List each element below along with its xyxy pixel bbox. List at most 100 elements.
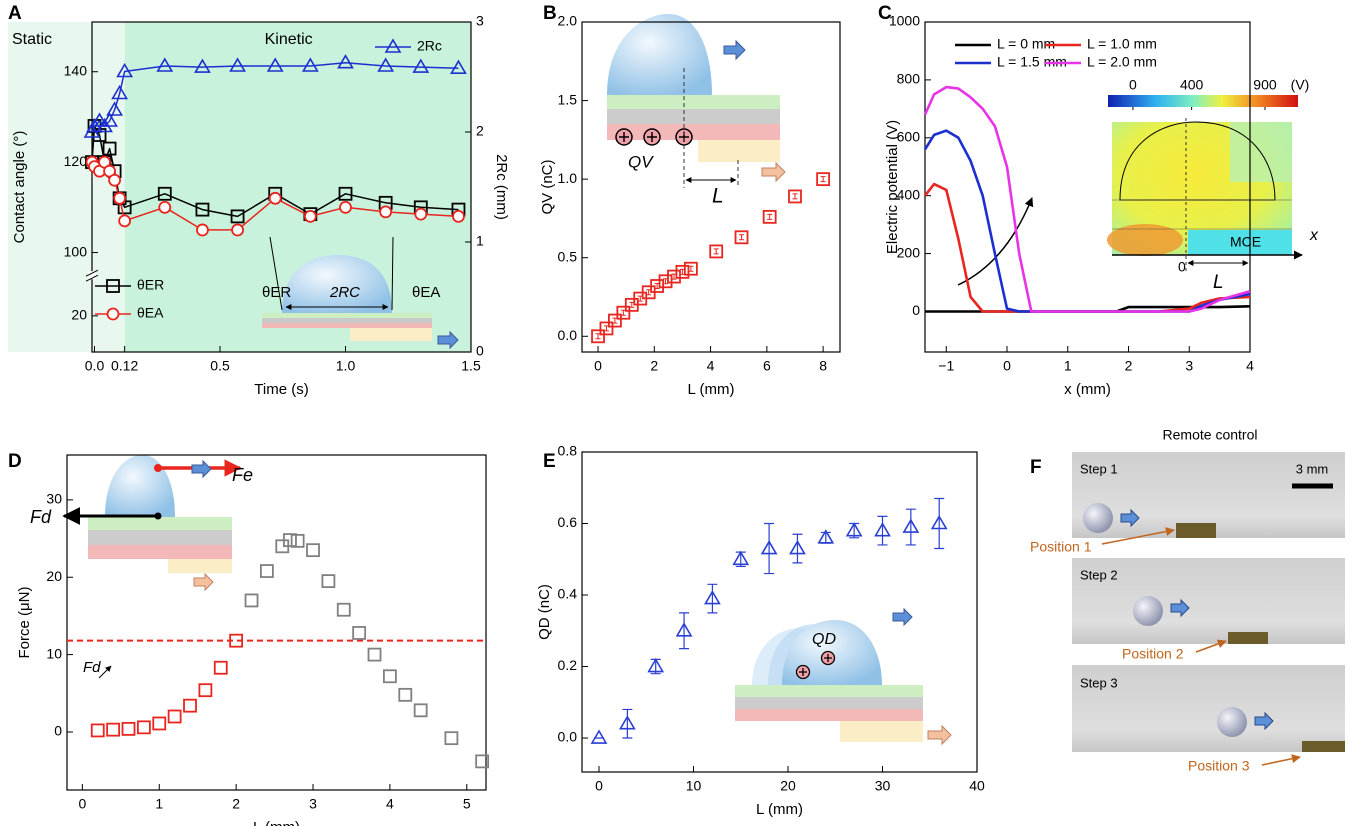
move-arrow (437, 330, 459, 350)
layer (735, 685, 923, 697)
marker-box (683, 261, 698, 276)
y-tick-label: 1.5 (558, 91, 578, 107)
droplet (1083, 503, 1113, 533)
y-tick-label: 120 (64, 153, 88, 169)
y-tick-label: 100 (64, 243, 88, 259)
marker (930, 514, 948, 530)
marker (229, 57, 246, 72)
y2-tick-label: 1 (476, 233, 484, 249)
y-tick-label: 800 (897, 71, 921, 87)
marker (321, 574, 336, 589)
axis-break (85, 269, 99, 282)
inset-d (62, 455, 242, 679)
y-tick-label: 0.2 (558, 657, 578, 673)
scale-label: 3 mm (1296, 461, 1329, 476)
marker (244, 593, 259, 608)
x-tick-label: 30 (875, 778, 891, 794)
heatmap-region (1107, 224, 1183, 256)
annotation: Fd (30, 507, 52, 527)
error-bar (679, 612, 690, 650)
marker (167, 709, 182, 724)
x-tick-label: 6 (763, 358, 771, 374)
marker (352, 626, 367, 640)
plot-frame (581, 451, 978, 773)
x-tick-label: 4 (1246, 358, 1254, 374)
marker (608, 313, 622, 328)
marker (91, 112, 108, 127)
marker (106, 722, 121, 737)
annotation: L (1213, 272, 1224, 293)
move-arrow (191, 459, 212, 479)
x-tick-label: 2 (232, 796, 240, 812)
electrode (1302, 741, 1345, 752)
annotation: QD (812, 631, 836, 648)
marker (301, 57, 319, 72)
marker-errbar (713, 248, 719, 255)
marker (338, 186, 353, 201)
x-tick-label: 0.5 (210, 358, 230, 374)
layer (262, 323, 432, 328)
panel-letter: D (8, 451, 22, 472)
y-tick-label: 0.8 (558, 443, 578, 459)
plot-frame (66, 454, 487, 791)
marker (157, 186, 172, 201)
colorbar-label: 0 (1129, 77, 1137, 93)
legend-label: L = 1.5 mm (997, 54, 1067, 70)
x-tick-label: 0 (595, 778, 603, 794)
y-tick-label: 600 (897, 128, 921, 144)
annotation: 2RC (329, 284, 360, 301)
y-tick-label: 20 (71, 307, 87, 323)
move-arrow (193, 572, 214, 592)
marker-box (658, 274, 673, 289)
charges (795, 650, 836, 680)
marker (337, 54, 354, 69)
move-arrow (761, 161, 786, 183)
y-tick-label: 30 (46, 491, 62, 507)
marker (136, 720, 151, 735)
x-tick-label: 4 (707, 358, 715, 374)
marker (413, 703, 428, 718)
error-bar (707, 583, 718, 614)
error-bar (934, 497, 945, 550)
x-tick-label: 20 (780, 778, 796, 794)
marker (198, 683, 213, 698)
marker (339, 200, 352, 214)
marker-errbar (820, 176, 826, 183)
x-tick-label: 8 (819, 358, 827, 374)
annotation: Fd (83, 659, 101, 676)
legend-label: L = 2.0 mm (1087, 54, 1157, 70)
panel-f: F Remote control Step 1 Step 2 Step 3 3 … (1030, 427, 1345, 774)
marker (675, 622, 693, 637)
panel-letter: B (543, 3, 557, 24)
y-tick-label: 0.4 (558, 586, 578, 602)
marker (367, 647, 382, 662)
x-tick-label: 0.12 (111, 358, 138, 374)
marker (229, 633, 244, 648)
layer (735, 709, 923, 721)
annotation: Fe (232, 465, 253, 485)
marker-box (591, 329, 605, 344)
position-label: Position 3 (1188, 758, 1250, 774)
marker (290, 533, 305, 548)
tangent (269, 236, 283, 311)
legend-label: 2Rc (417, 38, 442, 54)
marker (283, 533, 297, 548)
y-tick-label: 0 (912, 302, 920, 318)
marker-box (599, 321, 614, 336)
legend-label: θER (137, 277, 164, 293)
marker (704, 590, 721, 605)
marker-box (762, 209, 777, 224)
y-tick-label: 0.5 (558, 248, 578, 264)
pointer-arrow (1101, 527, 1175, 545)
legend-marker (384, 38, 402, 53)
marker (874, 522, 891, 537)
inset-b (607, 14, 786, 188)
pointer-arrow (1195, 639, 1227, 653)
marker (231, 223, 244, 237)
error-bar (792, 533, 803, 564)
electrode-region (1188, 230, 1292, 255)
y2-tick-label: 0 (476, 343, 484, 359)
x-axis-label: Time (s) (254, 381, 308, 398)
region (8, 22, 125, 352)
